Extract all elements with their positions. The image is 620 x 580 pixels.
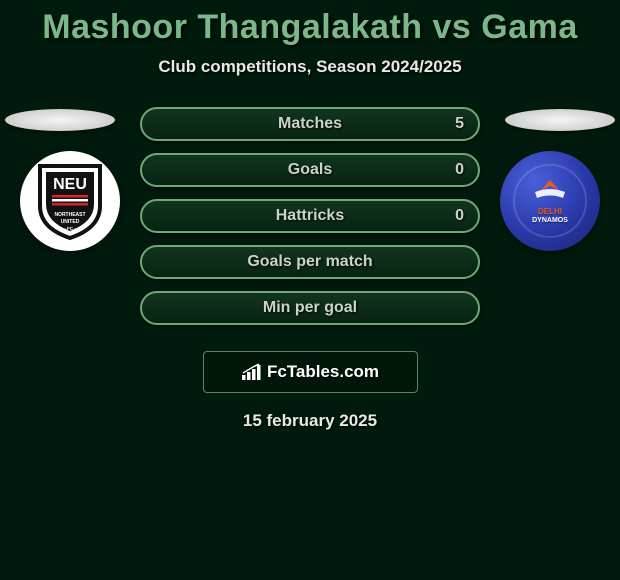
- subtitle: Club competitions, Season 2024/2025: [0, 57, 620, 77]
- club-badge-left: NEU NORTHEAST UNITED — FC —: [20, 151, 120, 251]
- date-label: 15 february 2025: [0, 411, 620, 431]
- stat-label: Goals: [288, 161, 332, 179]
- club-badge-right: DELHI DYNAMOS: [500, 151, 600, 251]
- player-slot-right: [505, 109, 615, 131]
- stat-right-value: 0: [455, 161, 464, 179]
- stat-right-value: 0: [455, 207, 464, 225]
- brand-badge[interactable]: FcTables.com: [203, 351, 418, 393]
- svg-text:UNITED: UNITED: [61, 219, 80, 225]
- stat-label: Matches: [278, 115, 342, 133]
- comparison-card: Mashoor Thangalakath vs Gama Club compet…: [0, 0, 620, 431]
- svg-text:NEU: NEU: [53, 176, 87, 193]
- northeast-united-logo: NEU NORTHEAST UNITED — FC —: [36, 162, 104, 240]
- stat-label: Goals per match: [247, 253, 372, 271]
- stat-row-min-per-goal: Min per goal: [140, 291, 480, 325]
- chart-icon: [241, 363, 263, 381]
- page-title: Mashoor Thangalakath vs Gama: [0, 8, 620, 47]
- brand-name: FcTables.com: [267, 362, 379, 382]
- svg-text:NORTHEAST: NORTHEAST: [54, 212, 85, 218]
- stat-label: Hattricks: [276, 207, 344, 225]
- badge-ring: [513, 164, 587, 238]
- stat-row-goals-per-match: Goals per match: [140, 245, 480, 279]
- stats-list: Matches 5 Goals 0 Hattricks 0 Goals per …: [140, 107, 480, 337]
- player-slot-left: [5, 109, 115, 131]
- stat-row-hattricks: Hattricks 0: [140, 199, 480, 233]
- arena: NEU NORTHEAST UNITED — FC — DELHI DYNAMO: [0, 107, 620, 337]
- stat-label: Min per goal: [263, 299, 357, 317]
- stat-right-value: 5: [455, 115, 464, 133]
- stat-row-goals: Goals 0: [140, 153, 480, 187]
- svg-text:— FC —: — FC —: [61, 226, 79, 231]
- stat-row-matches: Matches 5: [140, 107, 480, 141]
